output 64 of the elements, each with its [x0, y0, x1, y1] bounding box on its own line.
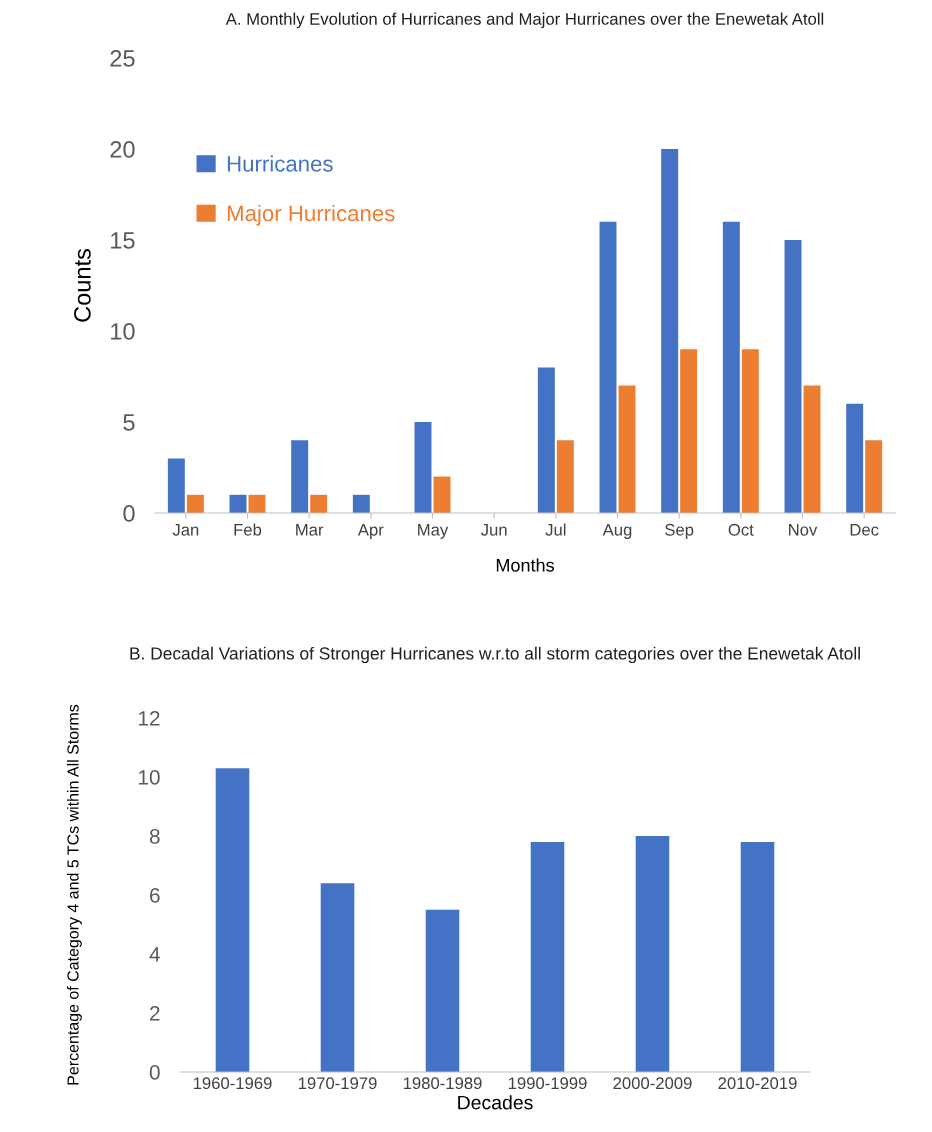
bar	[433, 476, 451, 513]
bar	[291, 440, 309, 513]
x-tick-label: 1970-1979	[298, 1077, 377, 1090]
bar	[310, 494, 328, 513]
x-tick-label: Feb	[234, 523, 262, 536]
bar	[352, 494, 370, 513]
x-tick-label: 1990-1999	[508, 1077, 587, 1090]
y-tick-label: 4	[149, 947, 160, 962]
x-tick-label: Jun	[480, 524, 507, 536]
bar	[635, 836, 670, 1072]
x-tick-label: Jul	[545, 523, 566, 536]
x-tick-label: Oct	[728, 523, 754, 536]
bar	[186, 494, 204, 513]
x-tick-label: 1980-1989	[403, 1077, 482, 1090]
bar	[784, 240, 802, 513]
bar	[661, 149, 679, 513]
legend-label: Major Hurricanes	[227, 204, 395, 226]
chart-title: A. Monthly Evolution of Hurricanes and Major Hurricanes over the Enewetak Atoll	[225, 12, 824, 29]
bar	[425, 909, 460, 1072]
y-tick-label: 15	[111, 232, 135, 249]
y-tick-label: 20	[110, 141, 135, 158]
y-tick-label: 10	[111, 323, 135, 340]
y-tick-label: 5	[123, 414, 135, 431]
x-axis-title: Months	[496, 558, 554, 572]
bar	[865, 440, 883, 513]
x-tick-label: 1960-1969	[193, 1077, 272, 1090]
x-axis-title: Decades	[458, 1095, 533, 1110]
bar	[803, 385, 821, 513]
bar	[537, 367, 555, 513]
x-tick-label: Sep	[665, 523, 694, 539]
y-tick-label: 0	[149, 1065, 160, 1080]
bar	[167, 458, 185, 513]
y-axis-title: Percentage of Category 4 and 5 TCs within All Storms	[66, 704, 82, 1085]
x-tick-label: Apr	[357, 524, 384, 539]
y-tick-label: 12	[138, 711, 160, 726]
x-tick-label: Aug	[602, 524, 632, 539]
legend-label: Hurricanes	[227, 155, 333, 172]
bar	[556, 440, 574, 513]
bar	[680, 349, 698, 513]
y-tick-label: 25	[110, 50, 135, 67]
bar	[599, 221, 617, 513]
bar	[320, 883, 355, 1072]
y-tick-label: 0	[123, 505, 135, 522]
x-tick-label: Nov	[789, 524, 818, 536]
x-tick-label: Dec	[850, 524, 879, 536]
bar	[215, 768, 250, 1072]
bar	[722, 221, 740, 513]
y-tick-label: 10	[138, 770, 160, 785]
bar	[618, 385, 636, 513]
bar	[530, 841, 565, 1072]
y-tick-label: 8	[149, 829, 160, 844]
chart-title: B. Decadal Variations of Stronger Hurricanes w.r.to all storm categories over the Enewetak Atoll	[130, 646, 860, 664]
bar	[741, 349, 759, 513]
x-tick-label: Jan	[172, 524, 199, 536]
x-tick-label: 2000-2009	[613, 1077, 692, 1090]
bar	[414, 422, 432, 513]
bar	[846, 403, 864, 513]
x-tick-label: 2010-2019	[718, 1077, 797, 1090]
bar	[740, 841, 775, 1072]
y-tick-label: 6	[150, 888, 160, 903]
x-tick-label: May	[418, 524, 449, 539]
y-tick-label: 2	[150, 1006, 160, 1021]
y-axis-title: Counts	[74, 248, 91, 322]
x-tick-label: Mar	[296, 524, 324, 536]
